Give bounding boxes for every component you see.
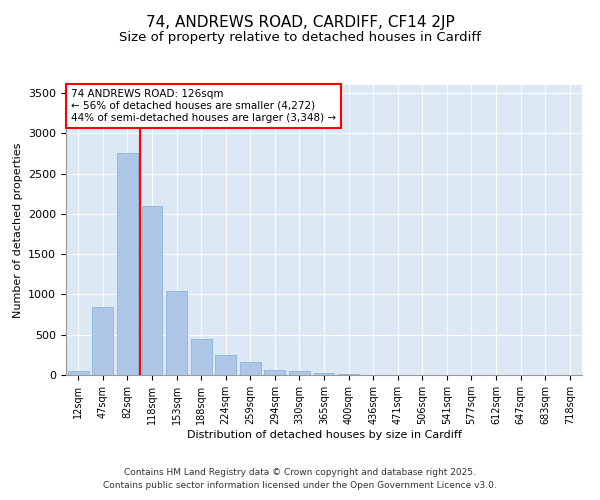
Text: Contains HM Land Registry data © Crown copyright and database right 2025.: Contains HM Land Registry data © Crown c…	[124, 468, 476, 477]
Bar	[240, 362, 261, 375]
Bar	[166, 291, 187, 375]
Y-axis label: Number of detached properties: Number of detached properties	[13, 142, 23, 318]
X-axis label: Distribution of detached houses by size in Cardiff: Distribution of detached houses by size …	[187, 430, 461, 440]
Bar	[314, 372, 334, 375]
Text: 74, ANDREWS ROAD, CARDIFF, CF14 2JP: 74, ANDREWS ROAD, CARDIFF, CF14 2JP	[146, 15, 454, 30]
Bar	[338, 374, 359, 375]
Bar	[289, 371, 310, 375]
Bar	[215, 356, 236, 375]
Text: 74 ANDREWS ROAD: 126sqm
← 56% of detached houses are smaller (4,272)
44% of semi: 74 ANDREWS ROAD: 126sqm ← 56% of detache…	[71, 90, 336, 122]
Bar	[117, 152, 138, 375]
Bar	[142, 206, 163, 375]
Bar	[191, 339, 212, 375]
Text: Size of property relative to detached houses in Cardiff: Size of property relative to detached ho…	[119, 31, 481, 44]
Text: Contains public sector information licensed under the Open Government Licence v3: Contains public sector information licen…	[103, 480, 497, 490]
Bar	[92, 306, 113, 375]
Bar	[68, 370, 89, 375]
Bar	[265, 370, 286, 375]
